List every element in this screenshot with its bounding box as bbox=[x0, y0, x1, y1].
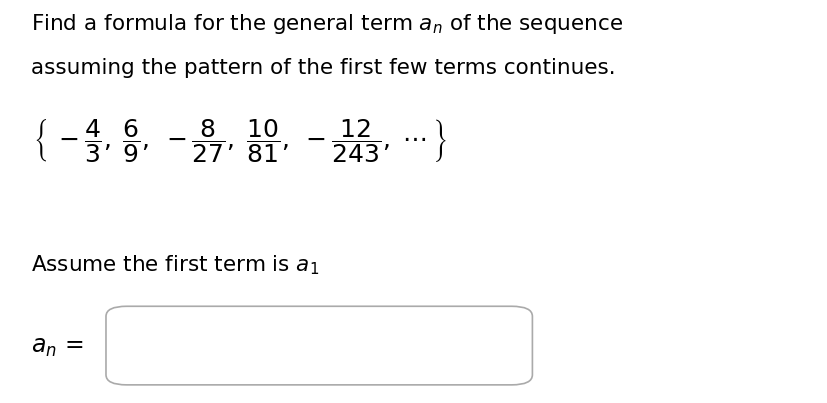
Text: $a_n$ =: $a_n$ = bbox=[31, 334, 84, 359]
Text: Assume the first term is $a_1$: Assume the first term is $a_1$ bbox=[31, 254, 319, 278]
FancyBboxPatch shape bbox=[106, 306, 532, 385]
Text: Find a formula for the general term $a_n$ of the sequence: Find a formula for the general term $a_n… bbox=[31, 12, 623, 36]
Text: $\left\{\,-\dfrac{4}{3},\;\dfrac{6}{9},\;-\dfrac{8}{27},\;\dfrac{10}{81},\;-\dfr: $\left\{\,-\dfrac{4}{3},\;\dfrac{6}{9},\… bbox=[33, 117, 447, 165]
Text: assuming the pattern of the first few terms continues.: assuming the pattern of the first few te… bbox=[31, 58, 615, 79]
